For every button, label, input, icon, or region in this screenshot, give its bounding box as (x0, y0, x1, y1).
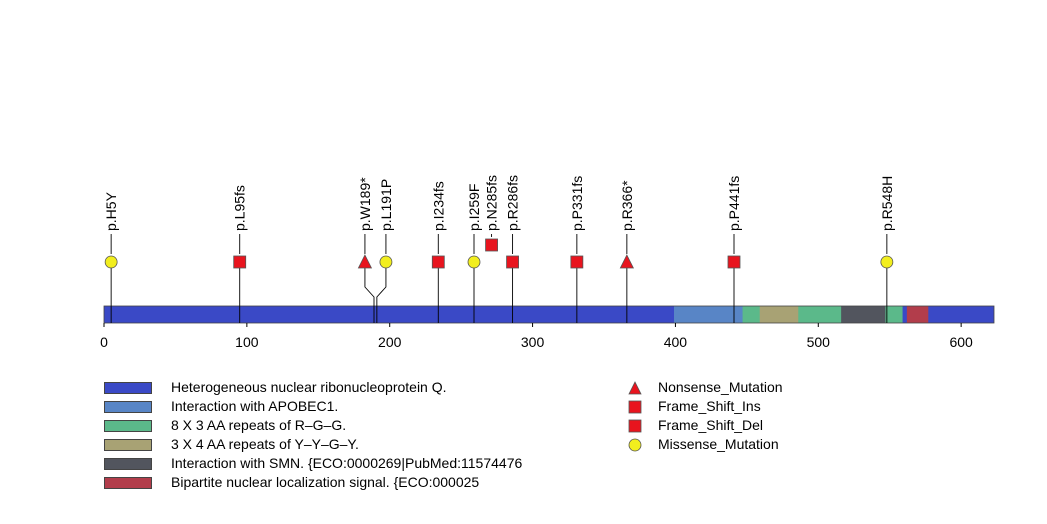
legend-label: Heterogeneous nuclear ribonucleoprotein … (171, 379, 447, 395)
mutation-label: p.L191P (378, 179, 394, 231)
missense-marker (104, 255, 118, 269)
mutation-label: p.I234fs (430, 181, 446, 231)
legend-swatch (104, 382, 152, 394)
domain-block (885, 306, 903, 323)
square-icon (628, 419, 642, 433)
legend-swatch (104, 477, 152, 489)
lollipop-plot: 0 100 200 300 400 500 600 p.H5Y p.L95fs p.W189* p.… (100, 175, 995, 350)
circle-icon (628, 438, 642, 452)
missense-marker (379, 255, 393, 269)
mutation-label: p.L95fs (232, 185, 248, 231)
mutation-label: p.R286fs (505, 175, 521, 231)
protein-outline (103, 305, 995, 324)
x-tick-label: 600 (949, 334, 973, 350)
frameshift-marker (431, 255, 445, 269)
nonsense-marker (357, 254, 373, 269)
legend-label: Interaction with APOBEC1. (171, 398, 339, 414)
mutation-label: p.R548H (879, 176, 895, 231)
legend-label: 8 X 3 AA repeats of R–G–G. (171, 417, 347, 433)
mutation-label: p.N285fs (484, 175, 500, 231)
x-tick-label: 100 (235, 334, 259, 350)
legend-label: Interaction with SMN. {ECO:0000269|PubMe… (171, 455, 523, 471)
x-tick-label: 500 (807, 334, 831, 350)
frameshift-marker (506, 255, 519, 269)
mutation-label: p.R366* (619, 180, 635, 231)
triangle-icon (628, 381, 642, 395)
missense-marker (467, 255, 481, 269)
mutation-label: p.W189* (357, 177, 373, 231)
x-tick-label: 300 (521, 334, 545, 350)
mutation-label: p.P441fs (726, 176, 742, 231)
square-icon (628, 400, 642, 414)
legend-label: Nonsense_Mutation (658, 379, 783, 395)
mutation-label: p.P331fs (569, 176, 585, 231)
nonsense-marker (619, 254, 635, 269)
domain-block (841, 306, 887, 323)
frameshift-marker (570, 255, 584, 269)
frameshift-marker (485, 238, 498, 252)
frameshift-marker (233, 255, 247, 269)
legend-label: Frame_Shift_Ins (658, 398, 761, 414)
legend-label: Missense_Mutation (658, 436, 779, 452)
frameshift-marker (727, 255, 741, 269)
mutation-stem (376, 262, 387, 323)
mutation-label: p.I259F (466, 184, 482, 231)
domain-block (798, 306, 843, 323)
domain-block (674, 306, 744, 323)
domain-block (906, 306, 929, 323)
domain-block (759, 306, 800, 323)
x-tick-label: 0 (100, 334, 108, 350)
domain-block (742, 306, 762, 323)
legend-swatch (104, 458, 152, 470)
legend-swatch (104, 420, 152, 432)
missense-marker (880, 255, 894, 269)
legend-label: Frame_Shift_Del (658, 417, 764, 433)
mutation-stem (364, 262, 375, 323)
legend-label: 3 X 4 AA repeats of Y–Y–G–Y. (171, 436, 359, 452)
legend-swatch (104, 401, 152, 413)
x-tick-label: 400 (664, 334, 688, 350)
legend-swatch (104, 439, 152, 451)
x-tick-label: 200 (378, 334, 402, 350)
mutation-label: p.H5Y (103, 191, 119, 231)
legend-label: Bipartite nuclear localization signal. {… (171, 474, 480, 490)
